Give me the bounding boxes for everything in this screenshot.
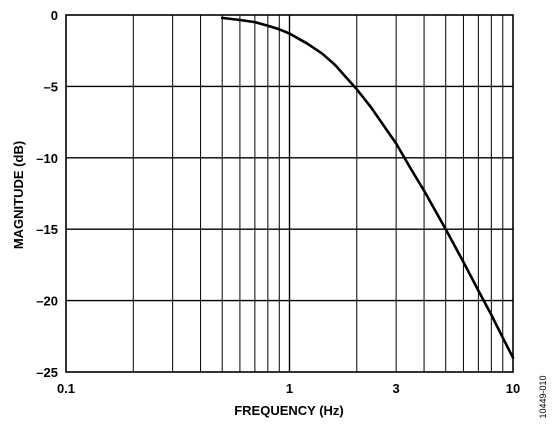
y-tick-label: 0 bbox=[51, 8, 58, 23]
grid bbox=[66, 15, 513, 372]
magnitude-response-line bbox=[220, 16, 515, 360]
x-tick-label: 1 bbox=[286, 381, 293, 396]
x-tick-label: 10 bbox=[506, 381, 520, 396]
y-axis-label: MAGNITUDE (dB) bbox=[11, 141, 26, 249]
x-tick-label: 3 bbox=[393, 381, 400, 396]
tick-labels: 0.1 1 3 10 0 –5 –10 –15 –20 –25 bbox=[36, 8, 520, 396]
figure-id: 10449-010 bbox=[538, 375, 548, 418]
y-tick-label: –5 bbox=[44, 79, 58, 94]
y-tick-label: –25 bbox=[36, 365, 58, 380]
plot-frame bbox=[65, 14, 514, 373]
x-tick-label: 0.1 bbox=[57, 381, 75, 396]
y-tick-label: –10 bbox=[36, 151, 58, 166]
y-tick-label: –20 bbox=[36, 294, 58, 309]
plot-border bbox=[65, 14, 514, 373]
y-tick-label: –15 bbox=[36, 222, 58, 237]
x-axis-label: FREQUENCY (Hz) bbox=[234, 403, 344, 418]
series-layer bbox=[220, 16, 515, 360]
